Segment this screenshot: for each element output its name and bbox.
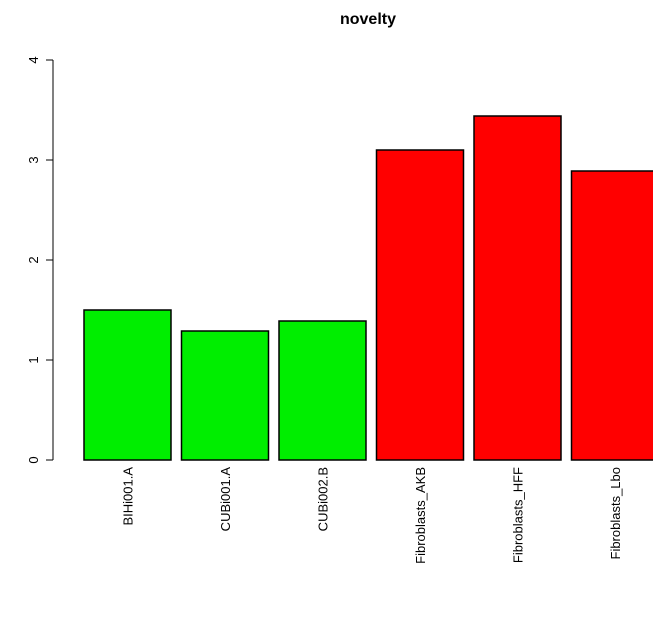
x-category-label: Fibroblasts_HFF <box>511 467 526 563</box>
x-category-label: CUBi002.B <box>316 467 331 531</box>
x-category-label: Fibroblasts_Lbo <box>608 467 623 560</box>
y-tick-label: 2 <box>26 256 41 263</box>
x-category-label: BIHi001.A <box>121 467 136 526</box>
bar-cubi001-a <box>180 330 270 461</box>
y-axis: 0 1 2 3 4 <box>26 56 54 464</box>
bars <box>83 115 653 461</box>
x-category-label: Fibroblasts_AKB <box>413 467 428 564</box>
y-tick-label: 4 <box>26 56 41 63</box>
y-tick-label: 1 <box>26 356 41 363</box>
bar-fibroblasts-akb <box>375 149 465 461</box>
bar-bihi001-a <box>83 309 172 461</box>
y-tick-label: 0 <box>26 456 41 463</box>
x-axis-labels: BIHi001.A CUBi001.A CUBi002.B Fibroblasts_A… <box>121 467 624 564</box>
x-category-label: CUBi001.A <box>218 467 233 532</box>
chart-title: novelty <box>340 11 396 28</box>
bar-cubi002-b <box>278 320 367 461</box>
y-tick-label: 3 <box>26 156 41 163</box>
bar-fibroblasts-lbo <box>570 170 653 461</box>
bar-fibroblasts-hff <box>473 115 562 461</box>
